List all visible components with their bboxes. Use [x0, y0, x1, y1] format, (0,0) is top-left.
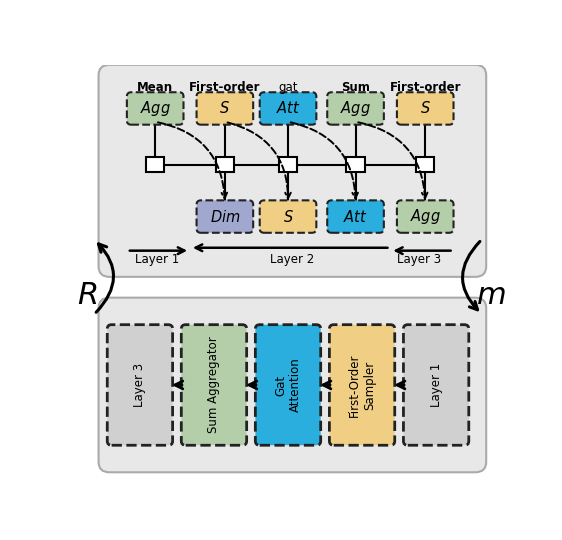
FancyBboxPatch shape	[98, 298, 486, 472]
FancyBboxPatch shape	[197, 92, 253, 125]
Text: Layer 1: Layer 1	[135, 253, 179, 266]
Text: $\mathit{Agg}$: $\mathit{Agg}$	[140, 99, 171, 118]
FancyBboxPatch shape	[397, 200, 454, 233]
FancyBboxPatch shape	[127, 92, 183, 125]
Text: $m$: $m$	[476, 281, 505, 310]
Text: $\mathit{S}$: $\mathit{S}$	[420, 100, 430, 117]
FancyBboxPatch shape	[260, 200, 316, 233]
Text: $\mathit{Agg}$: $\mathit{Agg}$	[340, 99, 371, 118]
Bar	[346, 157, 365, 172]
Text: Sum: Sum	[341, 81, 370, 94]
Text: $R$: $R$	[76, 281, 97, 310]
FancyBboxPatch shape	[397, 92, 454, 125]
Text: Sum Aggregator: Sum Aggregator	[207, 336, 220, 433]
Text: $\mathit{Att}$: $\mathit{Att}$	[276, 100, 300, 117]
FancyBboxPatch shape	[260, 92, 316, 125]
FancyBboxPatch shape	[182, 325, 247, 445]
Text: Gat
Attention: Gat Attention	[274, 357, 302, 413]
Text: First-order: First-order	[189, 81, 261, 94]
FancyBboxPatch shape	[327, 200, 384, 233]
Text: $\mathit{Att}$: $\mathit{Att}$	[343, 208, 368, 225]
FancyBboxPatch shape	[107, 325, 173, 445]
Text: $\mathit{S}$: $\mathit{S}$	[220, 100, 230, 117]
Text: gat: gat	[278, 81, 298, 94]
Bar	[146, 157, 164, 172]
FancyBboxPatch shape	[327, 92, 384, 125]
Text: Layer 3: Layer 3	[397, 253, 441, 266]
FancyBboxPatch shape	[197, 200, 253, 233]
Text: First-order: First-order	[389, 81, 461, 94]
Text: $\mathit{Agg}$: $\mathit{Agg}$	[410, 207, 441, 226]
Bar	[216, 157, 234, 172]
Text: Layer 3: Layer 3	[133, 363, 147, 407]
FancyBboxPatch shape	[329, 325, 395, 445]
Text: Mean: Mean	[137, 81, 173, 94]
Text: $\mathit{S}$: $\mathit{S}$	[283, 208, 293, 225]
Text: $\mathit{Dim}$: $\mathit{Dim}$	[210, 208, 240, 225]
FancyBboxPatch shape	[404, 325, 469, 445]
Text: Layer 1: Layer 1	[429, 363, 443, 407]
Text: Layer 2: Layer 2	[270, 253, 315, 266]
FancyBboxPatch shape	[98, 65, 486, 277]
Bar	[416, 157, 434, 172]
Bar	[279, 157, 297, 172]
Text: First-Order
Sampler: First-Order Sampler	[348, 353, 376, 417]
FancyBboxPatch shape	[255, 325, 321, 445]
